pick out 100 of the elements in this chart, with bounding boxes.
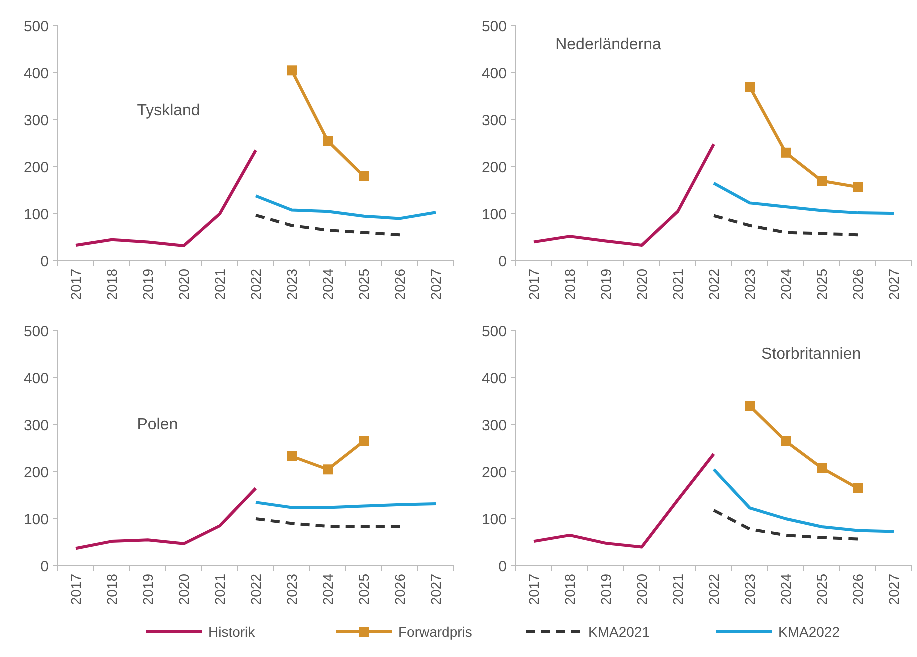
point [781, 148, 791, 158]
line-series [712, 468, 896, 534]
point [287, 451, 297, 462]
y-tick-label: 100 [482, 206, 507, 224]
x-tick-label: 2018 [104, 268, 120, 300]
text: Storbritannien [762, 346, 862, 364]
y-tick-label: 300 [24, 417, 49, 434]
line-series [532, 142, 716, 247]
y-tick-label: 500 [482, 323, 507, 340]
y-tick-label: 400 [482, 370, 507, 388]
x-tick-label: 2019 [598, 574, 614, 606]
x-tick-label: 2024 [778, 268, 794, 300]
x-tick-label: 2024 [320, 268, 336, 300]
x-tick-label: 2017 [526, 574, 542, 606]
y-tick-label: 500 [24, 323, 49, 340]
x-tick-label: 2022 [706, 574, 722, 606]
legend-label: Historik [208, 624, 256, 640]
line-series [254, 518, 402, 528]
x-tick-label: 2025 [814, 268, 830, 300]
y-tick-label: 300 [482, 417, 507, 434]
text: Tyskland [137, 102, 200, 120]
y-tick-label: 500 [24, 18, 49, 36]
x-tick-label: 2021 [212, 574, 228, 606]
x-tick-label: 2026 [850, 574, 866, 606]
y-tick-label: 200 [482, 464, 507, 482]
x-tick-label: 2027 [886, 268, 902, 300]
x-tick-label: 2018 [104, 574, 120, 606]
line-series [254, 194, 438, 220]
x-tick-label: 2025 [356, 574, 372, 606]
line-series [74, 149, 258, 248]
x-tick-label: 2019 [140, 268, 156, 300]
point [745, 401, 755, 412]
y-tick-label: 400 [24, 370, 49, 388]
x-tick-label: 2017 [526, 268, 542, 300]
point [287, 66, 297, 76]
point [323, 464, 333, 475]
legend-label: KMA2022 [778, 624, 840, 640]
y-tick-label: 0 [40, 558, 49, 576]
line-series [712, 182, 896, 216]
x-tick-label: 2021 [670, 268, 686, 300]
x-tick-label: 2019 [140, 574, 156, 606]
point [745, 82, 755, 92]
x-tick-label: 2022 [706, 268, 722, 300]
x-tick-label: 2018 [562, 268, 578, 300]
text: Nederländerna [556, 36, 662, 54]
y-tick-label: 100 [24, 206, 49, 224]
x-tick-label: 2021 [670, 574, 686, 606]
x-tick-label: 2019 [598, 268, 614, 300]
y-tick-label: 300 [482, 112, 507, 130]
x-tick-label: 2017 [68, 574, 84, 606]
x-tick-label: 2022 [248, 574, 264, 606]
x-tick-label: 2021 [212, 268, 228, 300]
x-tick-label: 2024 [778, 574, 794, 606]
point [781, 436, 791, 446]
point [359, 171, 369, 182]
x-tick-label: 2020 [634, 268, 650, 300]
x-tick-label: 2024 [320, 574, 336, 606]
x-tick-label: 2026 [392, 268, 408, 300]
x-tick-label: 2020 [176, 268, 192, 300]
point [853, 483, 863, 494]
x-tick-label: 2027 [886, 574, 902, 606]
y-tick-label: 100 [24, 511, 49, 528]
point [817, 176, 827, 186]
point [359, 436, 369, 446]
y-tick-label: 500 [482, 18, 507, 36]
x-tick-label: 2023 [284, 268, 300, 300]
x-tick-label: 2018 [562, 574, 578, 606]
legend-label: Forwardpris [398, 624, 472, 640]
line-series [74, 486, 258, 550]
x-tick-label: 2026 [392, 574, 408, 606]
legend-label: KMA2021 [588, 624, 650, 640]
y-tick-label: 200 [24, 159, 49, 176]
x-tick-label: 2027 [428, 574, 444, 606]
point [853, 182, 863, 192]
line-series [254, 214, 402, 237]
x-tick-label: 2017 [68, 268, 84, 300]
point [323, 136, 333, 146]
y-tick-label: 200 [482, 159, 507, 176]
x-tick-label: 2026 [850, 268, 866, 300]
x-tick-label: 2023 [284, 574, 300, 606]
y-tick-label: 0 [40, 253, 49, 270]
x-tick-label: 2025 [814, 574, 830, 606]
x-tick-label: 2020 [176, 574, 192, 606]
y-tick-label: 400 [24, 65, 49, 82]
line-series [712, 214, 860, 237]
x-tick-label: 2022 [248, 268, 264, 300]
x-tick-label: 2023 [742, 268, 758, 300]
y-tick-label: 200 [24, 464, 49, 482]
x-tick-label: 2020 [634, 574, 650, 606]
x-tick-label: 2027 [428, 268, 444, 300]
y-tick-label: 400 [482, 65, 507, 82]
line-series [532, 452, 716, 549]
x-tick-label: 2023 [742, 574, 758, 606]
y-tick-label: 0 [498, 253, 507, 270]
y-tick-label: 100 [482, 511, 507, 528]
y-tick-label: 300 [24, 112, 49, 130]
line-series [712, 509, 860, 541]
y-tick-label: 0 [498, 558, 507, 576]
text: Polen [137, 416, 178, 434]
point [817, 463, 827, 474]
